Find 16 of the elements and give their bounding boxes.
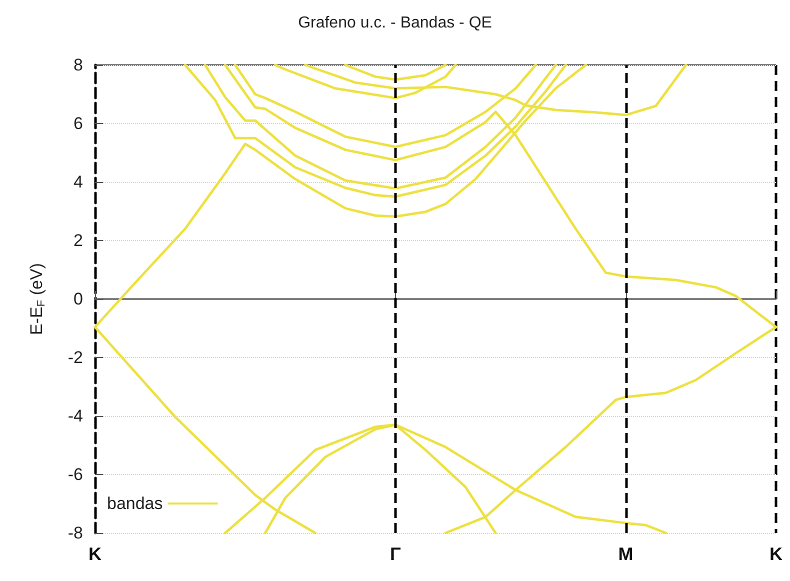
x-tick-label: M: [618, 544, 634, 564]
y-tick-label: 0: [74, 290, 83, 308]
y-axis-title: E-EF (eV): [27, 263, 48, 335]
y-tick-label: 6: [74, 114, 83, 133]
x-tick-label: K: [770, 544, 782, 564]
legend-label: bandas: [106, 494, 163, 513]
y-tick-label: -2: [68, 348, 83, 367]
y-tick-label: 8: [74, 56, 83, 74]
x-tick-label: K: [88, 544, 102, 564]
y-tick-label: 4: [74, 172, 83, 192]
y-tick-label: -6: [68, 465, 83, 484]
x-tick-label: Γ: [390, 544, 402, 564]
y-tick-label: -4: [68, 406, 83, 426]
y-tick-label: -8: [68, 524, 83, 542]
chart-title: Grafeno u.c. - Bandas - QE: [298, 14, 492, 32]
y-tick-label: 2: [74, 231, 83, 250]
